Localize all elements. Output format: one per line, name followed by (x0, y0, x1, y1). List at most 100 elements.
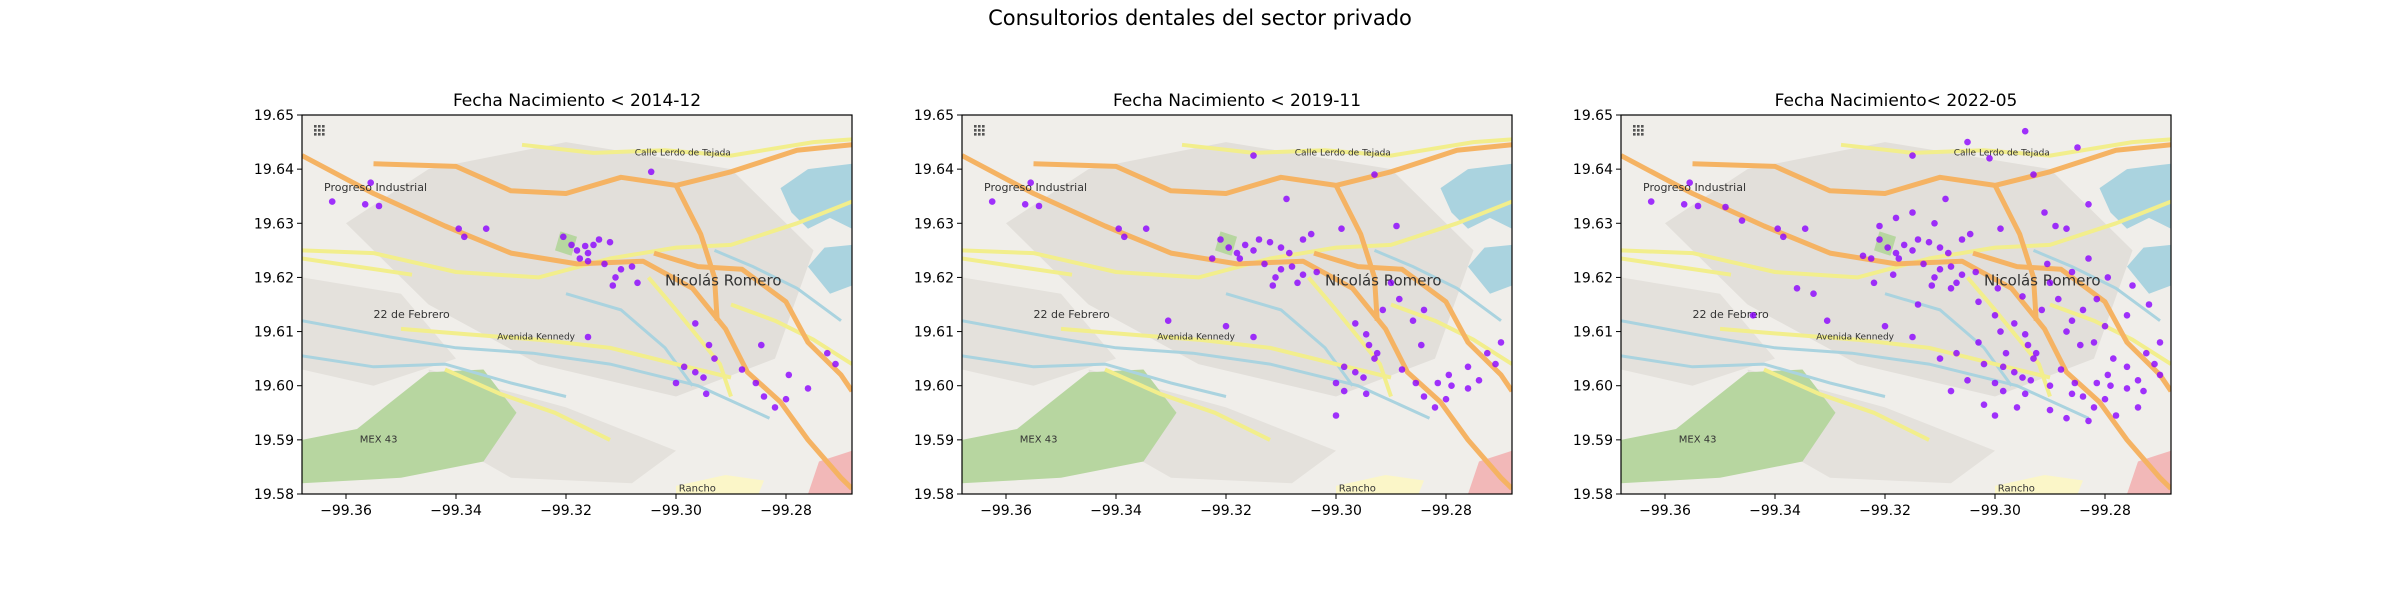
data-point (584, 333, 592, 341)
data-point (634, 279, 641, 287)
data-point (1958, 236, 1966, 243)
data-point (328, 198, 336, 205)
data-point (1261, 260, 1268, 268)
map-menu-icon-dot (1641, 129, 1644, 132)
data-point (1999, 387, 2007, 395)
data-point (612, 274, 619, 281)
data-point (1371, 171, 1378, 178)
data-point (1958, 271, 1966, 279)
data-point (1269, 282, 1277, 289)
axes-frame (1620, 114, 2172, 495)
data-point (1250, 247, 1257, 254)
industrial-area (1468, 450, 1512, 494)
data-point (2030, 355, 2037, 362)
panel-title: Fecha Nacimiento < 2014-12 (453, 91, 701, 111)
map-menu-icon-dot (318, 125, 321, 128)
stream (962, 354, 1227, 398)
data-point (1722, 203, 1729, 211)
stream (302, 354, 567, 398)
data-point (584, 249, 592, 257)
data-point (375, 202, 383, 210)
data-point (1909, 333, 1916, 341)
data-point (1398, 366, 1406, 373)
minor-road (1763, 367, 1930, 442)
map-menu-icon-dot (318, 129, 321, 132)
data-point (628, 263, 636, 270)
minor-road (1104, 367, 1271, 442)
map-menu-icon-dot (982, 133, 985, 136)
map-place-label: MEX 43 (1020, 435, 1058, 446)
data-point (1925, 238, 1933, 246)
y-tick-label: 19.62 (1573, 270, 1613, 286)
data-point (1892, 249, 1900, 257)
data-point (2027, 377, 2035, 384)
data-point (1497, 339, 1505, 346)
map-place-label: Rancho (679, 483, 716, 494)
minor-road (1621, 256, 1732, 277)
stream (713, 249, 842, 322)
y-tick-label: 19.65 (1573, 108, 1613, 124)
x-tick-label: −99.28 (1420, 503, 1472, 519)
data-point (1241, 241, 1249, 249)
data-point (1299, 236, 1307, 243)
data-point (1412, 379, 1420, 387)
data-point (760, 393, 768, 400)
urban-area (1621, 277, 1775, 386)
map-menu-icon-dot (1633, 125, 1636, 128)
data-point (1393, 222, 1400, 230)
y-tick-label: 19.64 (254, 162, 294, 178)
reservoir (1468, 244, 1512, 294)
major-road (373, 142, 852, 196)
data-point (1999, 363, 2007, 371)
data-point (576, 255, 584, 262)
data-point (1233, 249, 1241, 257)
minor-road (1306, 276, 1393, 398)
data-point (590, 241, 597, 249)
stream (302, 319, 771, 420)
data-point (2093, 295, 2101, 303)
y-tick-label: 19.65 (914, 108, 954, 124)
data-point (832, 360, 839, 368)
data-point (2085, 417, 2092, 425)
data-point (1914, 301, 1922, 308)
data-point (1387, 279, 1395, 287)
map-menu-icon-dot (314, 129, 317, 132)
y-tick-label: 19.63 (914, 216, 954, 232)
data-point (1250, 152, 1257, 159)
y-tick-label: 19.59 (1573, 433, 1613, 449)
y-tick-label: 19.63 (1573, 216, 1613, 232)
data-point (2071, 379, 2079, 387)
map-place-label: Progreso Industrial (324, 181, 427, 194)
major-road (1692, 142, 2171, 196)
data-point (1647, 198, 1655, 205)
data-point (1283, 195, 1290, 203)
map-menu-icon-dot (974, 133, 977, 136)
y-tick-label: 19.64 (1573, 162, 1613, 178)
map-place-label: Calle Lerdo de Tejada (1954, 149, 2050, 159)
panel-title: Fecha Nacimiento< 2022-05 (1775, 91, 2018, 111)
data-point (1876, 236, 1883, 243)
map-place-label: Avenida Kennedy (1816, 333, 1894, 343)
data-point (1931, 274, 1938, 281)
data-point (680, 363, 688, 371)
map-place-label: Rancho (1998, 483, 2035, 494)
x-tick-label: −99.36 (320, 503, 372, 519)
data-point (692, 368, 699, 376)
data-point (1338, 225, 1345, 232)
data-point (2063, 414, 2070, 422)
minor-road (1840, 137, 2171, 158)
urban-area (962, 277, 1116, 386)
reservoir (1440, 163, 1512, 229)
data-point (2046, 382, 2054, 390)
minor-road (962, 199, 1512, 280)
map-place-label: Avenida Kennedy (1157, 333, 1235, 343)
map-menu-icon-dot (982, 129, 985, 132)
minor-road (1390, 302, 1512, 366)
map-menu-icon-dot (978, 133, 981, 136)
data-point (702, 390, 710, 398)
data-point (672, 379, 680, 387)
data-point (804, 385, 812, 392)
data-point (1371, 355, 1378, 362)
data-point (2101, 322, 2109, 330)
data-point (1352, 320, 1359, 327)
